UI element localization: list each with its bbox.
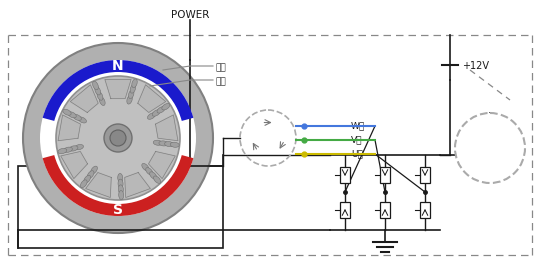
Ellipse shape	[130, 84, 136, 93]
Polygon shape	[148, 151, 176, 179]
Ellipse shape	[146, 168, 153, 175]
Text: POWER: POWER	[171, 10, 209, 20]
Polygon shape	[70, 85, 98, 112]
Polygon shape	[105, 79, 131, 99]
Bar	[420, 202, 430, 218]
Ellipse shape	[73, 114, 82, 121]
Ellipse shape	[78, 117, 86, 123]
Ellipse shape	[92, 81, 98, 90]
Polygon shape	[58, 115, 80, 141]
Bar	[18, 166, 223, 248]
Polygon shape	[125, 173, 150, 198]
Wedge shape	[43, 60, 193, 121]
Circle shape	[104, 124, 132, 152]
Bar	[420, 167, 430, 183]
Ellipse shape	[170, 142, 179, 147]
Polygon shape	[156, 115, 178, 141]
Circle shape	[23, 43, 213, 233]
Ellipse shape	[97, 92, 103, 100]
Ellipse shape	[95, 86, 100, 95]
Circle shape	[455, 113, 525, 183]
Polygon shape	[138, 85, 166, 112]
Text: 转子: 转子	[216, 63, 227, 72]
Text: V相: V相	[351, 135, 362, 145]
Bar	[340, 202, 350, 218]
Circle shape	[110, 130, 126, 146]
Ellipse shape	[99, 97, 105, 106]
Ellipse shape	[147, 113, 156, 119]
Ellipse shape	[64, 147, 72, 152]
Polygon shape	[60, 151, 87, 179]
Ellipse shape	[153, 176, 161, 183]
Bar	[380, 167, 390, 183]
Circle shape	[56, 76, 180, 200]
Bar	[340, 167, 350, 183]
Ellipse shape	[91, 166, 97, 174]
Ellipse shape	[132, 79, 137, 88]
Ellipse shape	[153, 140, 162, 145]
Text: N: N	[112, 59, 124, 73]
Text: U相: U相	[351, 150, 363, 159]
Ellipse shape	[118, 185, 123, 194]
Text: S: S	[113, 203, 123, 217]
Ellipse shape	[150, 172, 157, 179]
Ellipse shape	[165, 141, 173, 147]
Ellipse shape	[68, 112, 76, 118]
Polygon shape	[86, 173, 111, 198]
Text: 定子: 定子	[216, 77, 227, 86]
Ellipse shape	[142, 163, 149, 171]
Ellipse shape	[129, 90, 134, 99]
Ellipse shape	[152, 110, 160, 116]
Ellipse shape	[159, 141, 168, 146]
Ellipse shape	[75, 144, 84, 150]
Ellipse shape	[63, 109, 71, 115]
Ellipse shape	[58, 148, 67, 154]
Ellipse shape	[119, 190, 124, 200]
Ellipse shape	[87, 171, 94, 178]
Ellipse shape	[69, 146, 78, 151]
Bar	[380, 202, 390, 218]
Ellipse shape	[84, 175, 91, 183]
Ellipse shape	[118, 179, 123, 188]
Text: +12V: +12V	[462, 61, 489, 71]
Ellipse shape	[127, 95, 132, 104]
Ellipse shape	[118, 173, 123, 182]
Ellipse shape	[162, 103, 170, 110]
Circle shape	[40, 60, 196, 216]
Ellipse shape	[80, 180, 87, 188]
Ellipse shape	[157, 107, 165, 113]
Text: W相: W相	[351, 122, 365, 130]
Wedge shape	[43, 155, 193, 216]
